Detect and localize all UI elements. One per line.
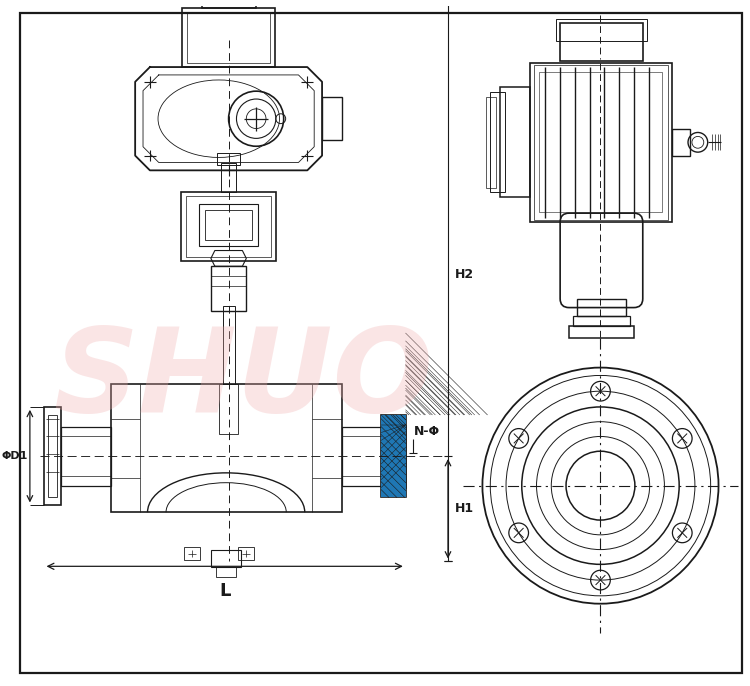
Bar <box>187 12 271 63</box>
Text: SHUO: SHUO <box>53 322 434 437</box>
Bar <box>182 193 276 261</box>
Bar <box>62 427 110 486</box>
Bar <box>220 163 236 193</box>
Bar <box>342 427 381 486</box>
Bar <box>47 415 58 497</box>
Bar <box>186 196 271 257</box>
Bar <box>219 384 239 434</box>
Bar <box>530 62 672 222</box>
Bar <box>381 425 406 488</box>
Bar <box>216 567 236 577</box>
Bar <box>199 204 258 246</box>
Bar <box>486 97 496 187</box>
Bar <box>539 73 662 212</box>
Bar <box>500 87 530 198</box>
Bar <box>490 92 505 193</box>
Bar <box>211 549 241 567</box>
Bar <box>573 316 630 327</box>
Text: ΦD1: ΦD1 <box>2 451 28 461</box>
Bar <box>556 19 646 41</box>
Bar <box>569 327 634 338</box>
Bar <box>205 210 252 239</box>
Text: H2: H2 <box>454 268 474 281</box>
Text: N-Φ: N-Φ <box>413 425 440 438</box>
Bar <box>223 306 235 384</box>
Bar <box>217 153 241 165</box>
Bar <box>381 415 406 497</box>
Bar <box>381 415 406 497</box>
Text: H1: H1 <box>454 502 474 515</box>
Bar <box>110 384 342 512</box>
Bar <box>211 266 246 311</box>
Bar <box>533 64 668 220</box>
Bar <box>577 298 626 316</box>
Bar <box>182 8 275 67</box>
Bar <box>322 97 342 141</box>
Bar <box>672 128 690 156</box>
Text: L: L <box>219 582 230 600</box>
Bar <box>202 0 256 8</box>
Bar <box>184 547 200 560</box>
Bar <box>238 547 254 560</box>
Bar <box>44 407 62 506</box>
Bar <box>560 23 643 60</box>
